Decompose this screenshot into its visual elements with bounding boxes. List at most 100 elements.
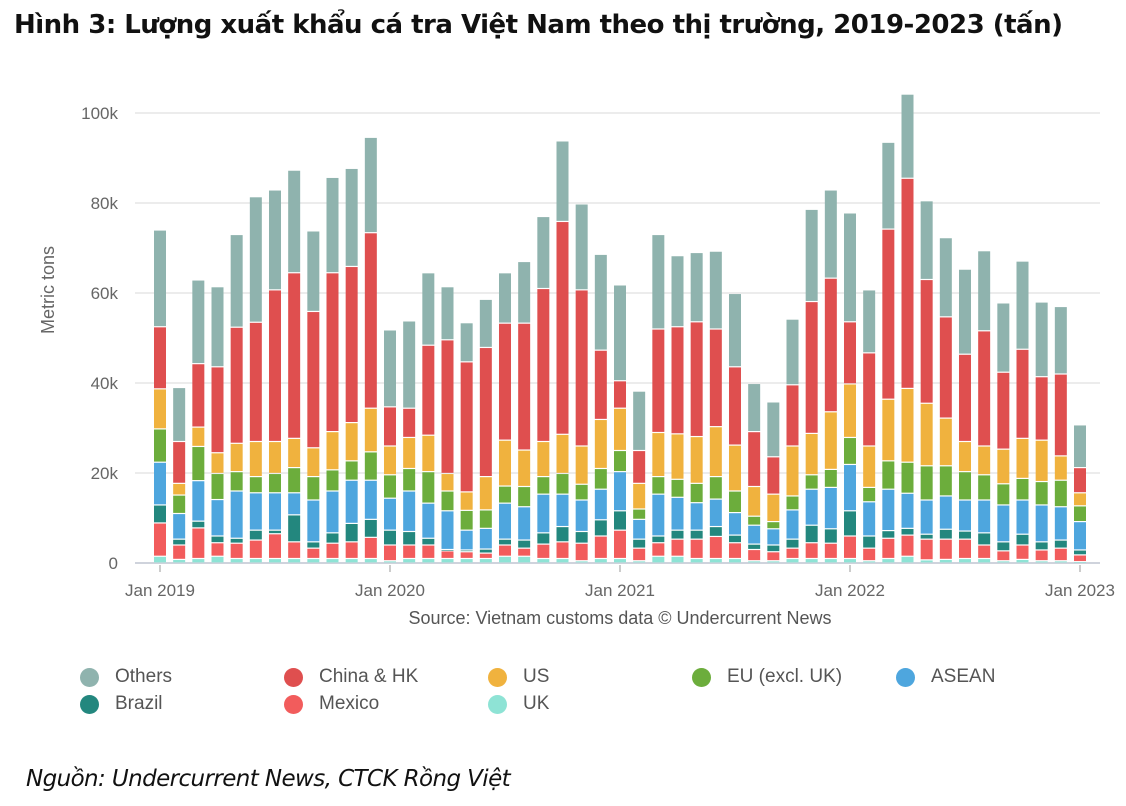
- bar-segment-brazil: [729, 535, 741, 543]
- bar-stack-2021-09: [767, 402, 780, 563]
- legend-label: Mexico: [319, 693, 380, 714]
- bar-stack-2022-12: [1054, 307, 1067, 563]
- bar-segment-us: [345, 423, 358, 461]
- bar-stack-2019-05: [230, 235, 243, 563]
- x-axis-ticks: Jan 2019 Jan 2020 Jan 2021 Jan 2022 Jan 2023: [125, 565, 1115, 600]
- legend-label: US: [523, 666, 550, 687]
- legend-swatch-icon: [284, 694, 303, 714]
- bar-segment-china-hk: [671, 327, 684, 434]
- bar-segment-uk: [939, 560, 952, 563]
- bar-segment-mexico: [154, 523, 166, 556]
- bar-segment-mexico: [652, 543, 665, 556]
- bar-segment-others: [671, 256, 684, 327]
- bar-stack-2021-08: [748, 384, 761, 563]
- bar-segment-us: [269, 442, 281, 473]
- bar-segment-asean: [192, 481, 205, 521]
- bar-segment-us: [1016, 438, 1029, 478]
- bar-segment-asean: [805, 489, 818, 525]
- legend-label: China & HK: [319, 666, 419, 687]
- bar-segment-uk: [690, 559, 703, 563]
- bar-segment-us: [1054, 456, 1067, 480]
- legend-item-china-hk[interactable]: China & HK: [284, 666, 418, 688]
- bar-segment-asean: [345, 480, 358, 523]
- bar-segment-others: [824, 190, 837, 278]
- bar-segment-us: [920, 403, 933, 466]
- legend-item-us[interactable]: US: [488, 666, 549, 688]
- bar-segment-mexico: [403, 545, 416, 558]
- bar-stack-2019-02: [173, 388, 186, 563]
- bar-segment-brazil: [537, 533, 550, 544]
- bar-segment-uk: [1035, 561, 1048, 563]
- bar-segment-others: [805, 209, 818, 301]
- bar-segment-china-hk: [652, 329, 665, 432]
- bar-segment-eu-excl-uk-: [652, 477, 665, 494]
- bar-segment-us: [959, 442, 971, 472]
- bar-segment-brazil: [460, 550, 473, 552]
- bar-segment-uk: [767, 561, 780, 563]
- bar-segment-others: [1074, 425, 1086, 467]
- bar-segment-asean: [441, 511, 454, 549]
- bar-segment-eu-excl-uk-: [192, 447, 205, 481]
- bar-segment-eu-excl-uk-: [959, 472, 971, 500]
- bar-segment-us: [690, 437, 703, 483]
- bar-segment-asean: [326, 491, 339, 533]
- bar-segment-china-hk: [978, 331, 991, 446]
- bar-segment-asean: [307, 500, 320, 542]
- bar-segment-china-hk: [403, 408, 416, 437]
- bar-segment-uk: [249, 559, 262, 563]
- bar-segment-china-hk: [614, 381, 626, 408]
- bar-segment-others: [729, 294, 741, 367]
- bar-stack-2019-09: [307, 231, 320, 563]
- bar-stack-2019-01: [154, 230, 166, 563]
- bar-segment-asean: [537, 494, 550, 533]
- bar-segment-mexico: [556, 542, 569, 558]
- bar-segment-asean: [384, 498, 396, 530]
- bar-segment-china-hk: [1016, 349, 1029, 438]
- bar-segment-brazil: [384, 530, 396, 545]
- bar-segment-others: [384, 330, 396, 407]
- legend-item-eu-excl-uk-[interactable]: EU (excl. UK): [692, 666, 842, 688]
- bar-segment-uk: [460, 559, 473, 563]
- bar-segment-china-hk: [939, 317, 952, 418]
- bar-segment-mexico: [518, 548, 531, 556]
- bar-segment-mexico: [422, 545, 435, 558]
- bar-stack-2022-08: [978, 251, 991, 563]
- bar-segment-others: [403, 321, 416, 408]
- bar-segment-mexico: [614, 530, 626, 558]
- bar-segment-uk: [192, 559, 205, 563]
- bar-stack-2023-01: [1074, 425, 1086, 563]
- bar-stack-2021-11: [805, 209, 818, 563]
- bar-segment-brazil: [173, 539, 186, 545]
- bar-segment-uk: [422, 559, 435, 563]
- bar-segment-uk: [978, 559, 991, 563]
- bar-segment-others: [1035, 302, 1048, 377]
- bar-segment-eu-excl-uk-: [901, 462, 914, 493]
- bar-segment-china-hk: [575, 290, 588, 446]
- bar-stack-2021-02: [633, 391, 646, 563]
- bar-segment-others: [614, 285, 626, 381]
- legend-item-asean[interactable]: ASEAN: [896, 666, 995, 688]
- bar-segment-asean: [1074, 522, 1086, 550]
- legend-item-others[interactable]: Others: [80, 666, 172, 688]
- bar-segment-us: [939, 418, 952, 466]
- bar-segment-brazil: [1035, 542, 1048, 550]
- legend-item-brazil[interactable]: Brazil: [80, 693, 163, 715]
- legend-item-mexico[interactable]: Mexico: [284, 693, 379, 715]
- bar-segment-uk: [824, 559, 837, 563]
- bar-segment-us: [594, 420, 607, 468]
- bar-segment-asean: [671, 497, 684, 530]
- bar-segment-mexico: [192, 528, 205, 558]
- bar-segment-eu-excl-uk-: [614, 451, 626, 472]
- y-tick-label: 20k: [91, 464, 119, 483]
- bar-segment-others: [326, 177, 339, 273]
- bar-segment-uk: [499, 556, 511, 563]
- bar-segment-eu-excl-uk-: [384, 475, 396, 498]
- bar-segment-us: [384, 446, 396, 475]
- bar-stack-2022-02: [863, 290, 876, 563]
- legend-item-uk[interactable]: UK: [488, 693, 549, 715]
- bar-segment-asean: [920, 500, 933, 534]
- bar-segment-us: [307, 448, 320, 476]
- bar-segment-uk: [1016, 560, 1029, 563]
- bar-segment-asean: [1054, 507, 1067, 540]
- bar-segment-eu-excl-uk-: [767, 522, 780, 529]
